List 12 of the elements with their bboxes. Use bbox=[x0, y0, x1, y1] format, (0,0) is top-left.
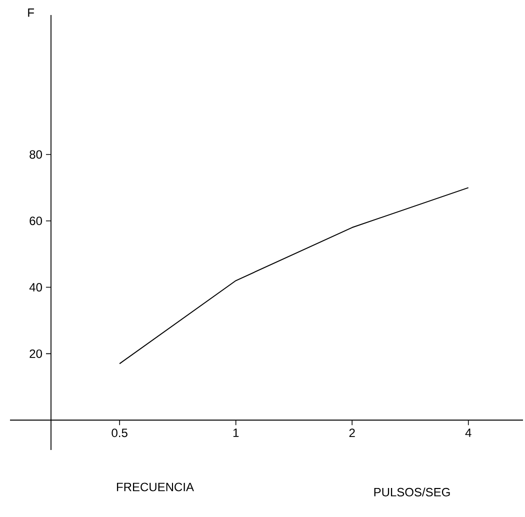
x-tick-label: 2 bbox=[349, 428, 355, 438]
text: PULSOS/SEG bbox=[374, 488, 450, 496]
y-tick-label: 40 bbox=[29, 283, 42, 292]
y-axis-title: F bbox=[28, 8, 34, 17]
x-axis-title: FRECUENCIA bbox=[116, 482, 194, 492]
y-tick-label: 20 bbox=[30, 349, 42, 358]
x-tick-label: 4 bbox=[465, 428, 472, 437]
y-tick-label: 80 bbox=[30, 150, 42, 159]
line-series bbox=[119, 187, 469, 364]
x-tick-label: 0.5 bbox=[112, 428, 128, 438]
y-tick-label: 60 bbox=[30, 216, 42, 226]
x-tick-label: 1 bbox=[233, 428, 239, 437]
